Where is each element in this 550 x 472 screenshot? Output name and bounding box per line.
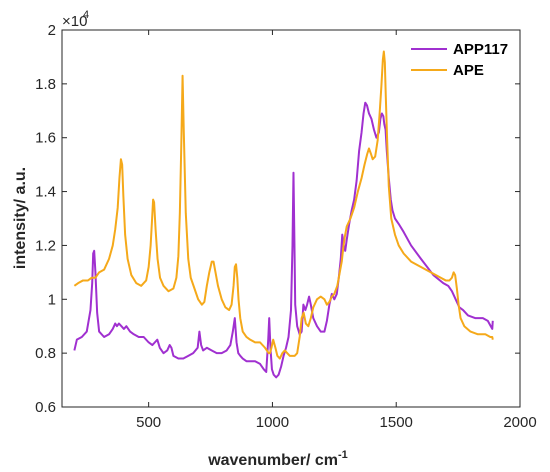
y-tick-label: 2 [48,22,56,39]
y-tick-label: 1.2 [35,237,56,254]
axes-box [61,29,521,408]
plot-area [62,30,520,407]
x-axis-title: wavenumber/ cm-1 [207,449,348,469]
legend: APP117 APE [411,41,508,79]
y-tick-label: 1.8 [35,76,56,93]
plot-background [62,30,520,407]
y-tick-label: 1.6 [35,130,56,147]
x-axis-title-main: wavenumber/ cm [207,452,338,469]
series-line-ape [73,50,494,360]
y-tick-label: 0.8 [35,345,56,362]
y-exponent-power: 4 [83,9,89,21]
y-tick-label: 0.6 [35,399,56,416]
x-tick-label: 1500 [380,414,413,431]
y-tick-label: 1.4 [35,184,56,201]
x-axis-title-sup: -1 [338,449,348,461]
x-tick-label: 2000 [503,414,536,431]
series-layer [73,50,494,379]
x-tick-label: 1000 [256,414,289,431]
y-exponent-base: ×10 [62,13,87,30]
y-tick-label: 1 [48,291,56,308]
x-tick-label: 500 [136,414,161,431]
legend-label-ape: APE [453,62,484,79]
axes-layer: 500 1000 1500 2000 0.6 0.8 1 1.2 1.4 1.6 1.8 2 [35,22,537,431]
legend-label-app117: APP117 [453,41,508,58]
y-axis-title: intensity/ a.u. [12,167,29,269]
